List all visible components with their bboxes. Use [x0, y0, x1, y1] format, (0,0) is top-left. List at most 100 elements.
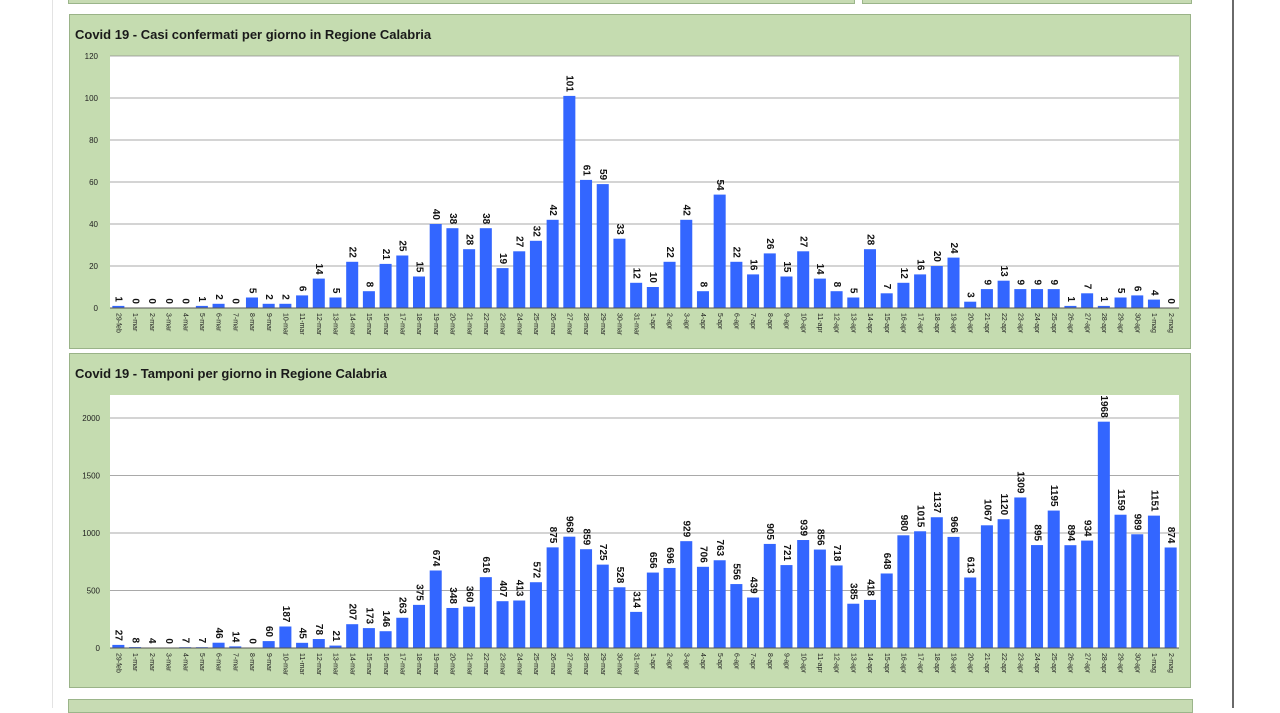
- data-label: 8: [831, 282, 842, 288]
- chart-panel-casi-confermati: Covid 19 - Casi confermati per giorno in…: [69, 14, 1191, 349]
- bar: [764, 544, 776, 648]
- x-tick-label: 15-apr: [883, 653, 890, 674]
- data-label: 263: [397, 597, 408, 614]
- x-tick-label: 7-apr: [749, 653, 756, 670]
- x-tick-label: 25-apr: [1050, 653, 1057, 674]
- x-tick-label: 6-mar: [215, 653, 222, 672]
- bar: [329, 298, 341, 309]
- x-tick-label: 4-apr: [699, 653, 706, 670]
- y-tick-label: 1500: [82, 472, 100, 481]
- bar: [263, 304, 275, 308]
- x-tick-label: 19-apr: [950, 313, 957, 334]
- x-tick-label: 8-apr: [766, 313, 773, 330]
- data-label: 905: [764, 523, 775, 540]
- bar: [664, 568, 676, 648]
- bar: [480, 228, 492, 308]
- x-tick-label: 2-mar: [148, 653, 155, 672]
- data-label: 7: [196, 638, 207, 644]
- data-label: 859: [580, 529, 591, 546]
- data-label: 38: [447, 213, 458, 225]
- data-label: 22: [664, 247, 675, 259]
- x-tick-label: 3-apr: [682, 653, 689, 670]
- data-label: 613: [965, 557, 976, 574]
- data-label: 1137: [931, 492, 942, 514]
- x-tick-label: 23-mar: [499, 653, 506, 676]
- data-label: 939: [798, 519, 809, 536]
- x-tick-label: 10-apr: [799, 313, 806, 334]
- bar: [730, 262, 742, 308]
- data-label: 572: [530, 562, 541, 579]
- data-label: 5: [1115, 288, 1126, 294]
- data-label: 46: [213, 628, 224, 640]
- next-chart-panel-edge: [68, 699, 1193, 713]
- bar: [1081, 293, 1093, 308]
- data-label: 1067: [981, 499, 992, 522]
- bar: [1098, 422, 1110, 648]
- bar: [547, 547, 559, 648]
- x-tick-label: 19-apr: [950, 653, 957, 674]
- x-tick-label: 13-apr: [849, 653, 856, 674]
- data-label: 968: [564, 516, 575, 533]
- bar: [797, 540, 809, 648]
- data-label: 5: [246, 288, 257, 294]
- data-label: 14: [313, 263, 324, 275]
- x-tick-label: 28-mar: [582, 653, 589, 676]
- bar: [864, 600, 876, 648]
- x-tick-label: 20-mar: [449, 313, 456, 336]
- bar: [1048, 511, 1060, 648]
- bar: [764, 253, 776, 308]
- bar: [213, 643, 225, 648]
- x-tick-label: 9-mar: [265, 313, 272, 332]
- x-tick-label: 25-mar: [532, 653, 539, 676]
- bar: [346, 624, 358, 648]
- x-tick-label: 6-apr: [733, 653, 740, 670]
- data-label: 21: [330, 630, 341, 642]
- bar: [831, 565, 843, 648]
- bar: [797, 251, 809, 308]
- bar: [647, 287, 659, 308]
- x-tick-label: 20-apr: [966, 313, 973, 334]
- x-tick-label: 14-apr: [866, 653, 873, 674]
- bar: [279, 626, 291, 648]
- bar: [513, 601, 525, 648]
- data-label: 1159: [1115, 489, 1126, 511]
- x-tick-label: 11-mar: [298, 653, 305, 675]
- x-tick-label: 8-mar: [248, 653, 255, 672]
- data-label: 875: [547, 527, 558, 544]
- data-label: 3: [965, 292, 976, 298]
- y-tick-label: 120: [85, 52, 99, 61]
- data-label: 385: [848, 583, 859, 600]
- data-label: 5: [330, 288, 341, 294]
- x-tick-label: 16-mar: [382, 653, 389, 676]
- x-tick-label: 17-apr: [916, 653, 923, 674]
- bar: [697, 291, 709, 308]
- data-label: 894: [1065, 525, 1076, 542]
- data-label: 656: [647, 552, 658, 569]
- x-tick-label: 7-mar: [231, 653, 238, 672]
- data-label: 2: [280, 294, 291, 300]
- x-tick-label: 17-mar: [398, 653, 405, 676]
- bar: [864, 249, 876, 308]
- data-label: 407: [497, 581, 508, 598]
- data-label: 4: [146, 638, 157, 644]
- data-label: 0: [163, 638, 174, 644]
- bar: [931, 266, 943, 308]
- x-tick-label: 10-apr: [799, 653, 806, 674]
- data-label: 1195: [1048, 485, 1059, 507]
- x-tick-label: 1-apr: [649, 313, 656, 330]
- data-label: 12: [898, 268, 909, 280]
- data-label: 1: [113, 296, 124, 302]
- x-tick-label: 30-apr: [1133, 313, 1140, 334]
- bar: [881, 293, 893, 308]
- x-tick-label: 21-mar: [465, 313, 472, 336]
- bar: [931, 517, 943, 648]
- x-tick-label: 29-mar: [599, 653, 606, 676]
- bar: [279, 304, 291, 308]
- x-tick-label: 18-apr: [933, 653, 940, 674]
- x-tick-label: 14-mar: [348, 653, 355, 676]
- bar: [313, 639, 325, 648]
- bar: [613, 239, 625, 308]
- x-tick-label: 15-mar: [365, 653, 372, 676]
- previous-chart-panel-edge-right: [862, 0, 1192, 4]
- x-tick-label: 24-mar: [515, 653, 522, 676]
